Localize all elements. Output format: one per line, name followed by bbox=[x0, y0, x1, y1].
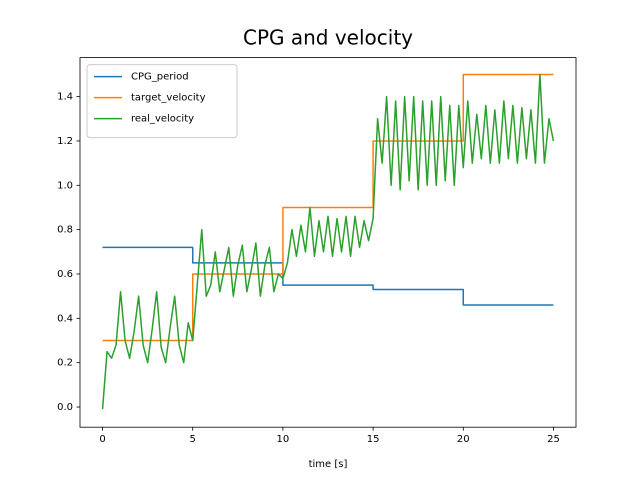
legend-box bbox=[86, 64, 238, 139]
legend-label: CPG_period bbox=[131, 72, 189, 83]
x-tick-label: 5 bbox=[190, 434, 196, 445]
series-line bbox=[102, 246, 554, 306]
legend-label: target_velocity bbox=[131, 93, 206, 104]
x-tick-label: 15 bbox=[367, 434, 380, 445]
y-tick-label: 0.4 bbox=[57, 313, 73, 324]
y-tick-label: 0.6 bbox=[57, 269, 73, 280]
x-tick-label: 10 bbox=[277, 434, 290, 445]
plot-frame bbox=[79, 57, 577, 428]
y-tick-label: 0.0 bbox=[57, 402, 73, 413]
y-tick-label: 1.2 bbox=[57, 136, 73, 147]
legend-label: real_velocity bbox=[131, 114, 194, 125]
x-tick-label: 25 bbox=[547, 434, 560, 445]
series-line bbox=[101, 73, 555, 410]
x-tick-label: 20 bbox=[457, 434, 470, 445]
y-tick-label: 1.0 bbox=[57, 180, 73, 191]
chart-title: CPG and velocity bbox=[243, 26, 413, 50]
series-line bbox=[102, 73, 554, 342]
x-axis-label: time [s] bbox=[309, 459, 348, 470]
y-tick-label: 0.2 bbox=[57, 358, 73, 369]
y-tick-label: 1.4 bbox=[57, 92, 73, 103]
y-tick-label: 0.8 bbox=[57, 225, 73, 236]
x-tick-label: 0 bbox=[99, 434, 105, 445]
